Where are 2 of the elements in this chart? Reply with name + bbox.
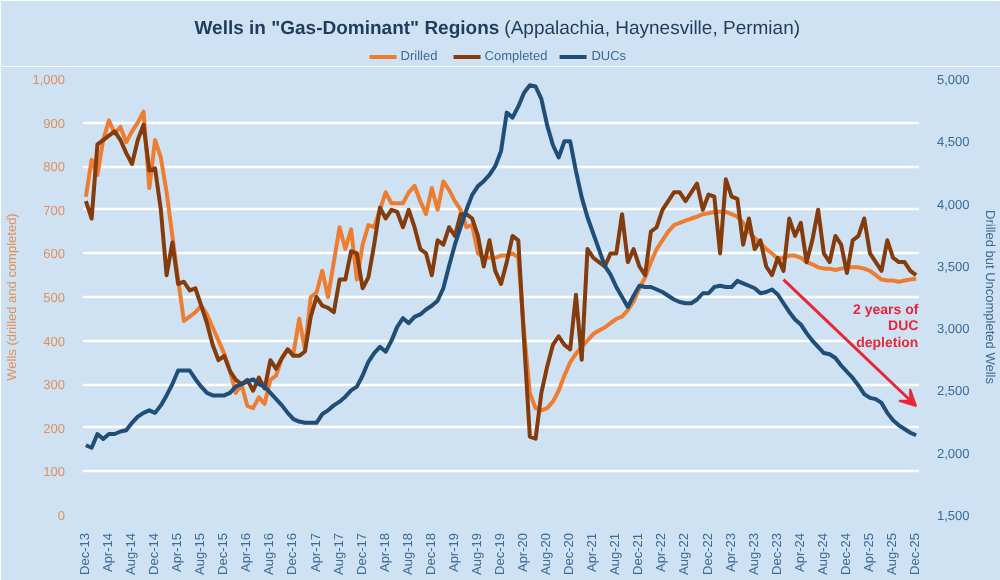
chart-title: Wells in "Gas-Dominant" Regions <box>194 18 500 40</box>
chart-subtitle: (Appalachia, Haynesville, Permian) <box>504 18 801 40</box>
